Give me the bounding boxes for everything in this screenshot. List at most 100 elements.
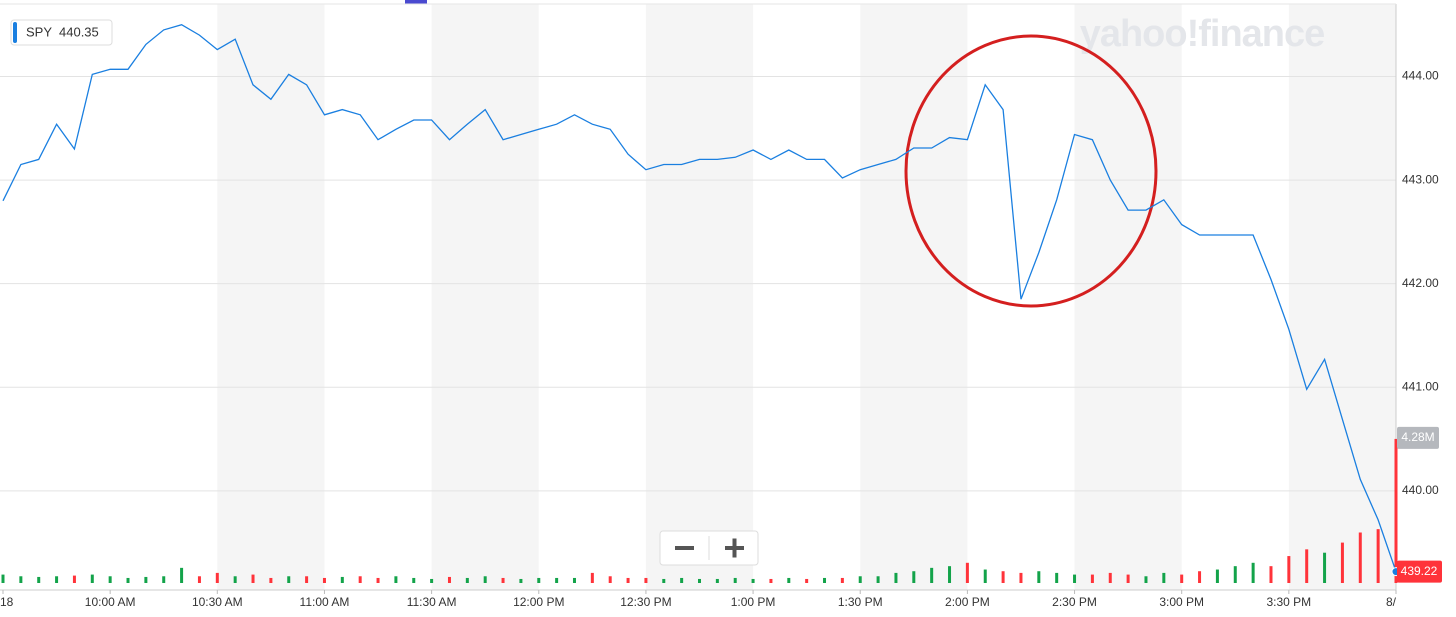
volume-bar	[840, 577, 844, 583]
time-band	[1288, 4, 1396, 590]
volume-bar	[1233, 566, 1237, 583]
x-tick-label: 10:30 AM	[192, 595, 243, 609]
volume-bar	[537, 577, 541, 583]
bands	[0, 4, 1396, 590]
legend-frame	[10, 19, 113, 46]
volume-bar	[501, 577, 505, 583]
volume-bar	[465, 577, 469, 583]
time-band	[1074, 4, 1182, 590]
volume-bar	[787, 577, 791, 583]
annotation-circle	[904, 34, 1158, 308]
x-tick-label: 8/	[1386, 595, 1397, 609]
volume-bar	[90, 574, 94, 583]
time-band	[431, 4, 539, 590]
last-price-box	[1397, 560, 1442, 583]
volume-bar	[1144, 576, 1148, 583]
volume-bar	[1323, 552, 1327, 583]
volume-bar	[876, 576, 880, 583]
volume-bar	[1037, 571, 1041, 583]
volume-bar	[269, 577, 273, 583]
volume-bar	[662, 578, 666, 583]
x-tick-label: 11:30 AM	[407, 595, 457, 609]
volume-bar	[1, 574, 5, 583]
volume-bar	[483, 576, 487, 583]
zoom-out[interactable]	[675, 546, 694, 550]
volume-bar	[37, 576, 41, 583]
volume-bar	[1019, 572, 1023, 583]
x-tick-label: 3:00 PM	[1159, 595, 1204, 609]
time-band	[217, 4, 325, 590]
volume-bar	[19, 576, 23, 583]
volume-bar	[1215, 569, 1219, 583]
volume-bar	[948, 566, 952, 583]
volume-bar	[72, 575, 76, 583]
volume-bar	[698, 578, 701, 583]
volume-bar	[858, 576, 862, 583]
volume-bar	[1055, 572, 1059, 583]
legend-swatch	[13, 22, 17, 43]
y-tick-label: 442.00	[1402, 276, 1439, 290]
volume-bar	[751, 578, 755, 583]
volume-bar	[1001, 571, 1005, 583]
price-line	[2, 23, 1397, 572]
volume-bar	[590, 572, 594, 583]
volume-bar	[126, 577, 130, 583]
volume-label: 4.28M	[1401, 430, 1434, 444]
volume-bar	[715, 578, 719, 583]
volume-bar	[1162, 572, 1166, 583]
volume-bar	[805, 578, 809, 583]
zoom-controls	[659, 530, 759, 566]
volume-bar	[108, 576, 112, 583]
volume-bar	[1073, 574, 1077, 583]
volume-bar	[930, 567, 934, 583]
watermark: yahoo!finance	[1080, 13, 1325, 55]
x-tick-label: 2:00 PM	[945, 595, 990, 609]
volume-bar	[1108, 572, 1112, 583]
time-band	[645, 4, 754, 590]
volume-bar	[1358, 532, 1362, 583]
x-tick-label: 11:00 AM	[300, 595, 350, 609]
volume-bar	[162, 576, 166, 583]
volume-bar	[233, 576, 237, 583]
volume-bar	[519, 578, 523, 583]
x-tick-label: 1:30 PM	[838, 595, 883, 609]
volume-bar	[1198, 571, 1202, 583]
volume-bar	[447, 576, 451, 583]
volume-bar	[626, 577, 630, 583]
volume-bar	[1126, 574, 1130, 583]
volume-bar	[733, 577, 737, 583]
volume-bar	[1394, 438, 1398, 583]
volume-bar	[1251, 562, 1255, 583]
volume-bar	[1269, 566, 1273, 583]
volume-bar	[1340, 542, 1344, 583]
legend-quote: 440.35	[59, 24, 99, 39]
volume-bar	[983, 569, 987, 583]
y-tick-label: 443.00	[1402, 172, 1439, 186]
x-tick-label: 12:30 PM	[620, 595, 671, 609]
volume-bar	[572, 577, 576, 583]
last-price-label: 439.22	[1401, 564, 1438, 578]
volume-bar	[555, 577, 559, 583]
volume-bar	[680, 577, 684, 583]
volume-bar	[430, 578, 434, 583]
volume-bar	[608, 576, 612, 583]
volume-bar	[358, 576, 362, 583]
volume-bar	[1180, 574, 1184, 583]
volume-bar	[305, 576, 309, 583]
time-band	[860, 4, 968, 590]
volume-bar	[144, 576, 148, 583]
volume-bar	[287, 576, 291, 583]
legend-box: SPY 440.35	[10, 19, 113, 46]
x-tick-label: 2:30 PM	[1052, 595, 1097, 609]
volume-bar	[412, 577, 416, 583]
volume-bar	[644, 577, 648, 583]
x-tick-label: 12:00 PM	[513, 595, 564, 609]
volume-bar	[340, 576, 344, 583]
volume-bar	[215, 572, 219, 583]
x-tick-label: 10:00 AM	[85, 595, 136, 609]
zoom-in[interactable]	[725, 538, 744, 558]
volume-bar	[894, 572, 898, 583]
volume-bar	[1287, 556, 1291, 583]
volume-bar	[1090, 574, 1094, 583]
